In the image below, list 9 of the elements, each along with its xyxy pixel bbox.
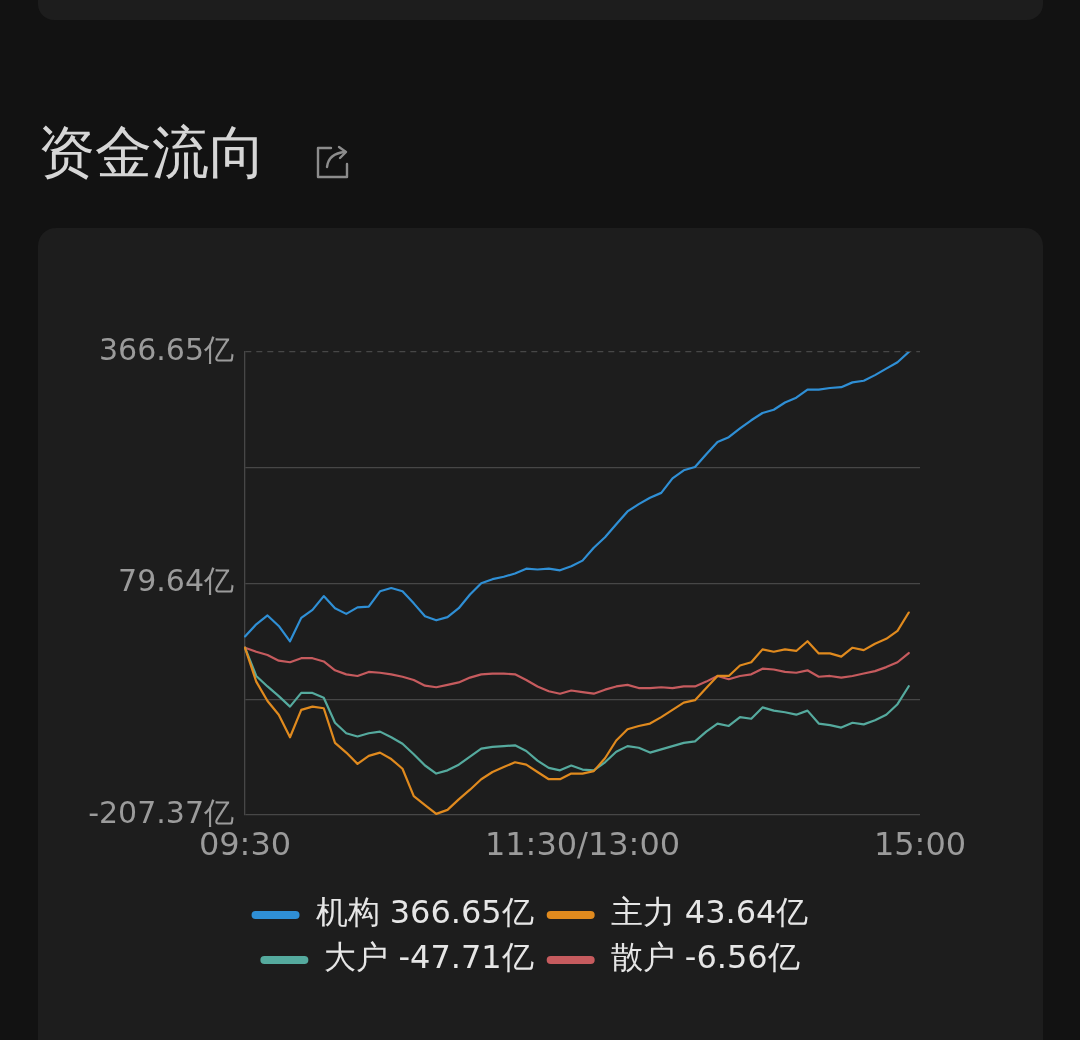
y-tick-label: 79.64亿 [118, 563, 234, 599]
chart-title: 资金流向 [38, 118, 266, 186]
legend-label: 主力 43.64亿 [610, 893, 809, 932]
y-tick-label: 366.65亿 [99, 331, 234, 367]
legend-label: 机构 366.65亿 [315, 893, 534, 932]
legend-label: 散户 -6.56亿 [610, 938, 800, 977]
x-tick-label: 11:30/13:00 [484, 824, 681, 863]
legend-label: 大户 -47.71亿 [324, 938, 534, 977]
x-tick-label: 15:00 [873, 824, 967, 863]
